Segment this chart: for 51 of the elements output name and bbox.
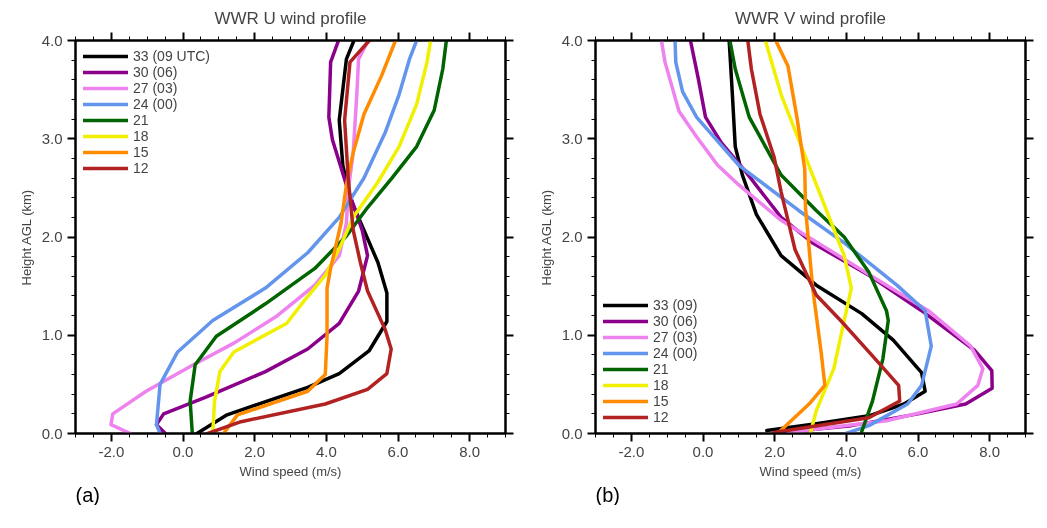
y-tick-label: 1.0 xyxy=(561,326,583,344)
y-tick-label: 3.0 xyxy=(41,129,63,147)
legend-label: 18 xyxy=(133,128,150,144)
x-tick-label: 4.0 xyxy=(315,442,337,460)
legend-label: 15 xyxy=(653,393,670,409)
legend-label: 15 xyxy=(133,144,150,160)
legend-label: 12 xyxy=(653,409,670,425)
chart-title: WWR V wind profile xyxy=(734,8,887,28)
legend-label: 24 (00) xyxy=(133,96,178,112)
legend-label: 33 (09) xyxy=(653,297,698,313)
line-series xyxy=(673,40,934,434)
line-series xyxy=(763,40,854,434)
y-tick-label: 0.0 xyxy=(41,424,63,442)
y-tick-label: 2.0 xyxy=(41,228,63,245)
legend-label: 24 (00) xyxy=(653,345,698,361)
x-tick-label: 2.0 xyxy=(764,442,786,460)
x-tick-label: 6.0 xyxy=(907,442,929,460)
x-tick-label: -2.0 xyxy=(98,442,125,460)
y-axis-title: Height AGL (km) xyxy=(18,189,34,286)
y-tick-label: 3.0 xyxy=(561,129,583,147)
x-tick-label: -2.0 xyxy=(618,442,645,460)
y-tick-label: 2.0 xyxy=(561,228,583,245)
y-axis-title: Height AGL (km) xyxy=(538,189,554,286)
x-tick-label: 6.0 xyxy=(387,442,409,460)
legend-label: 27 (03) xyxy=(653,329,698,345)
x-axis-title: Wind speed (m/s) xyxy=(239,463,342,479)
line-series xyxy=(746,40,902,434)
legend-label: 12 xyxy=(133,160,150,176)
x-tick-label: 2.0 xyxy=(244,442,266,460)
legend-label: 27 (03) xyxy=(133,80,178,96)
y-tick-label: 4.0 xyxy=(41,31,63,49)
text: (b) xyxy=(595,483,620,506)
x-tick-label: 8.0 xyxy=(459,442,481,460)
legend-label: 21 xyxy=(653,361,670,377)
x-tick-label: 4.0 xyxy=(835,442,857,460)
x-tick-label: 8.0 xyxy=(979,442,1001,460)
text: (a) xyxy=(75,483,100,506)
y-tick-label: 0.0 xyxy=(561,424,583,442)
y-tick-label: 1.0 xyxy=(41,326,63,344)
legend-label: 30 (06) xyxy=(133,64,178,80)
x-tick-label: 0.0 xyxy=(692,442,714,460)
legend-label: 21 xyxy=(133,112,150,128)
chart-title: WWR U wind profile xyxy=(214,8,367,28)
legend-label: 33 (09 UTC) xyxy=(133,48,211,64)
line-series xyxy=(154,40,419,434)
legend-label: 30 (06) xyxy=(653,313,698,329)
legend-label: 18 xyxy=(653,377,670,393)
x-tick-label: 0.0 xyxy=(172,442,194,460)
x-axis-title: Wind speed (m/s) xyxy=(759,463,862,479)
line-series xyxy=(728,40,891,434)
y-tick-label: 4.0 xyxy=(561,31,583,49)
